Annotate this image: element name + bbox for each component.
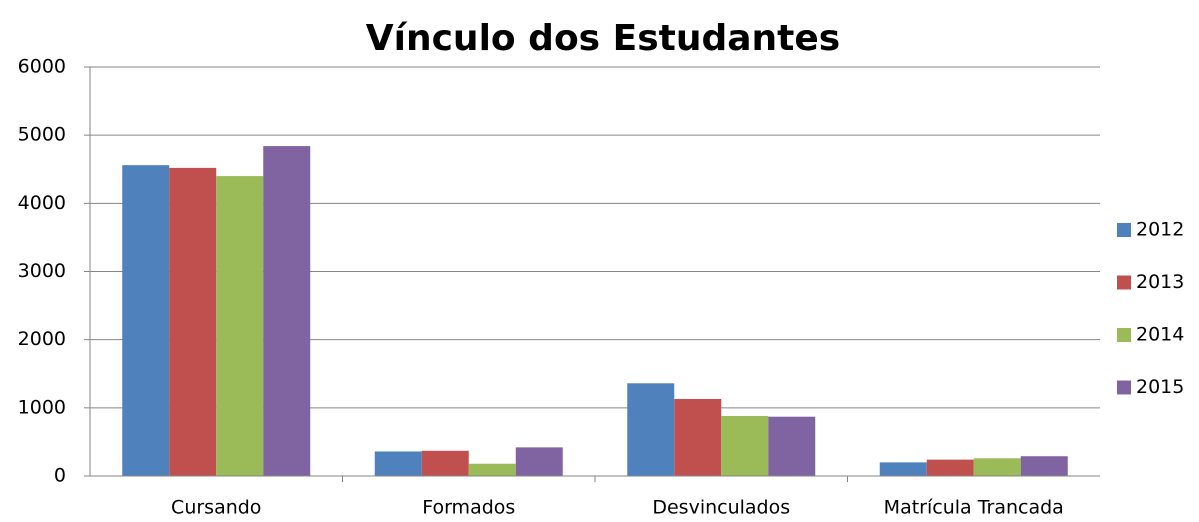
y-tick-label: 3000: [18, 260, 66, 282]
y-tick-label: 5000: [18, 124, 66, 146]
bar: [973, 458, 1021, 476]
y-tick-label: 6000: [18, 56, 66, 78]
legend-label: 2012: [1136, 219, 1184, 241]
y-tick-label: 1000: [18, 396, 66, 418]
bar: [169, 167, 217, 477]
bar: [216, 176, 264, 477]
bar: [468, 463, 516, 476]
y-tick-label: 0: [54, 465, 66, 487]
legend-swatch: [1117, 275, 1131, 290]
bar: [721, 416, 769, 476]
x-tick-label: Desvinculados: [652, 497, 790, 519]
legend-swatch: [1117, 328, 1131, 342]
bar: [263, 146, 311, 476]
bar: [374, 451, 422, 476]
y-tick-label: 4000: [18, 192, 66, 214]
y-tick-label: 2000: [18, 328, 66, 350]
bar: [879, 462, 927, 476]
bar: [926, 459, 974, 476]
legend-label: 2013: [1136, 271, 1184, 293]
bar: [627, 383, 675, 476]
bar: [122, 165, 170, 476]
legend-swatch: [1117, 223, 1131, 237]
x-tick-label: Formados: [422, 497, 515, 519]
legend-label: 2014: [1136, 324, 1184, 346]
legend-swatch: [1117, 380, 1131, 395]
x-tick-label: Cursando: [171, 497, 261, 519]
bar: [421, 450, 469, 476]
legend-label: 2015: [1136, 376, 1184, 398]
bar: [515, 447, 563, 476]
bar: [768, 416, 816, 476]
bar: [1020, 456, 1068, 476]
chart-title: Vínculo dos Estudantes: [366, 18, 840, 59]
x-tick-label: Matrícula Trancada: [884, 497, 1064, 519]
bar: [674, 398, 722, 476]
